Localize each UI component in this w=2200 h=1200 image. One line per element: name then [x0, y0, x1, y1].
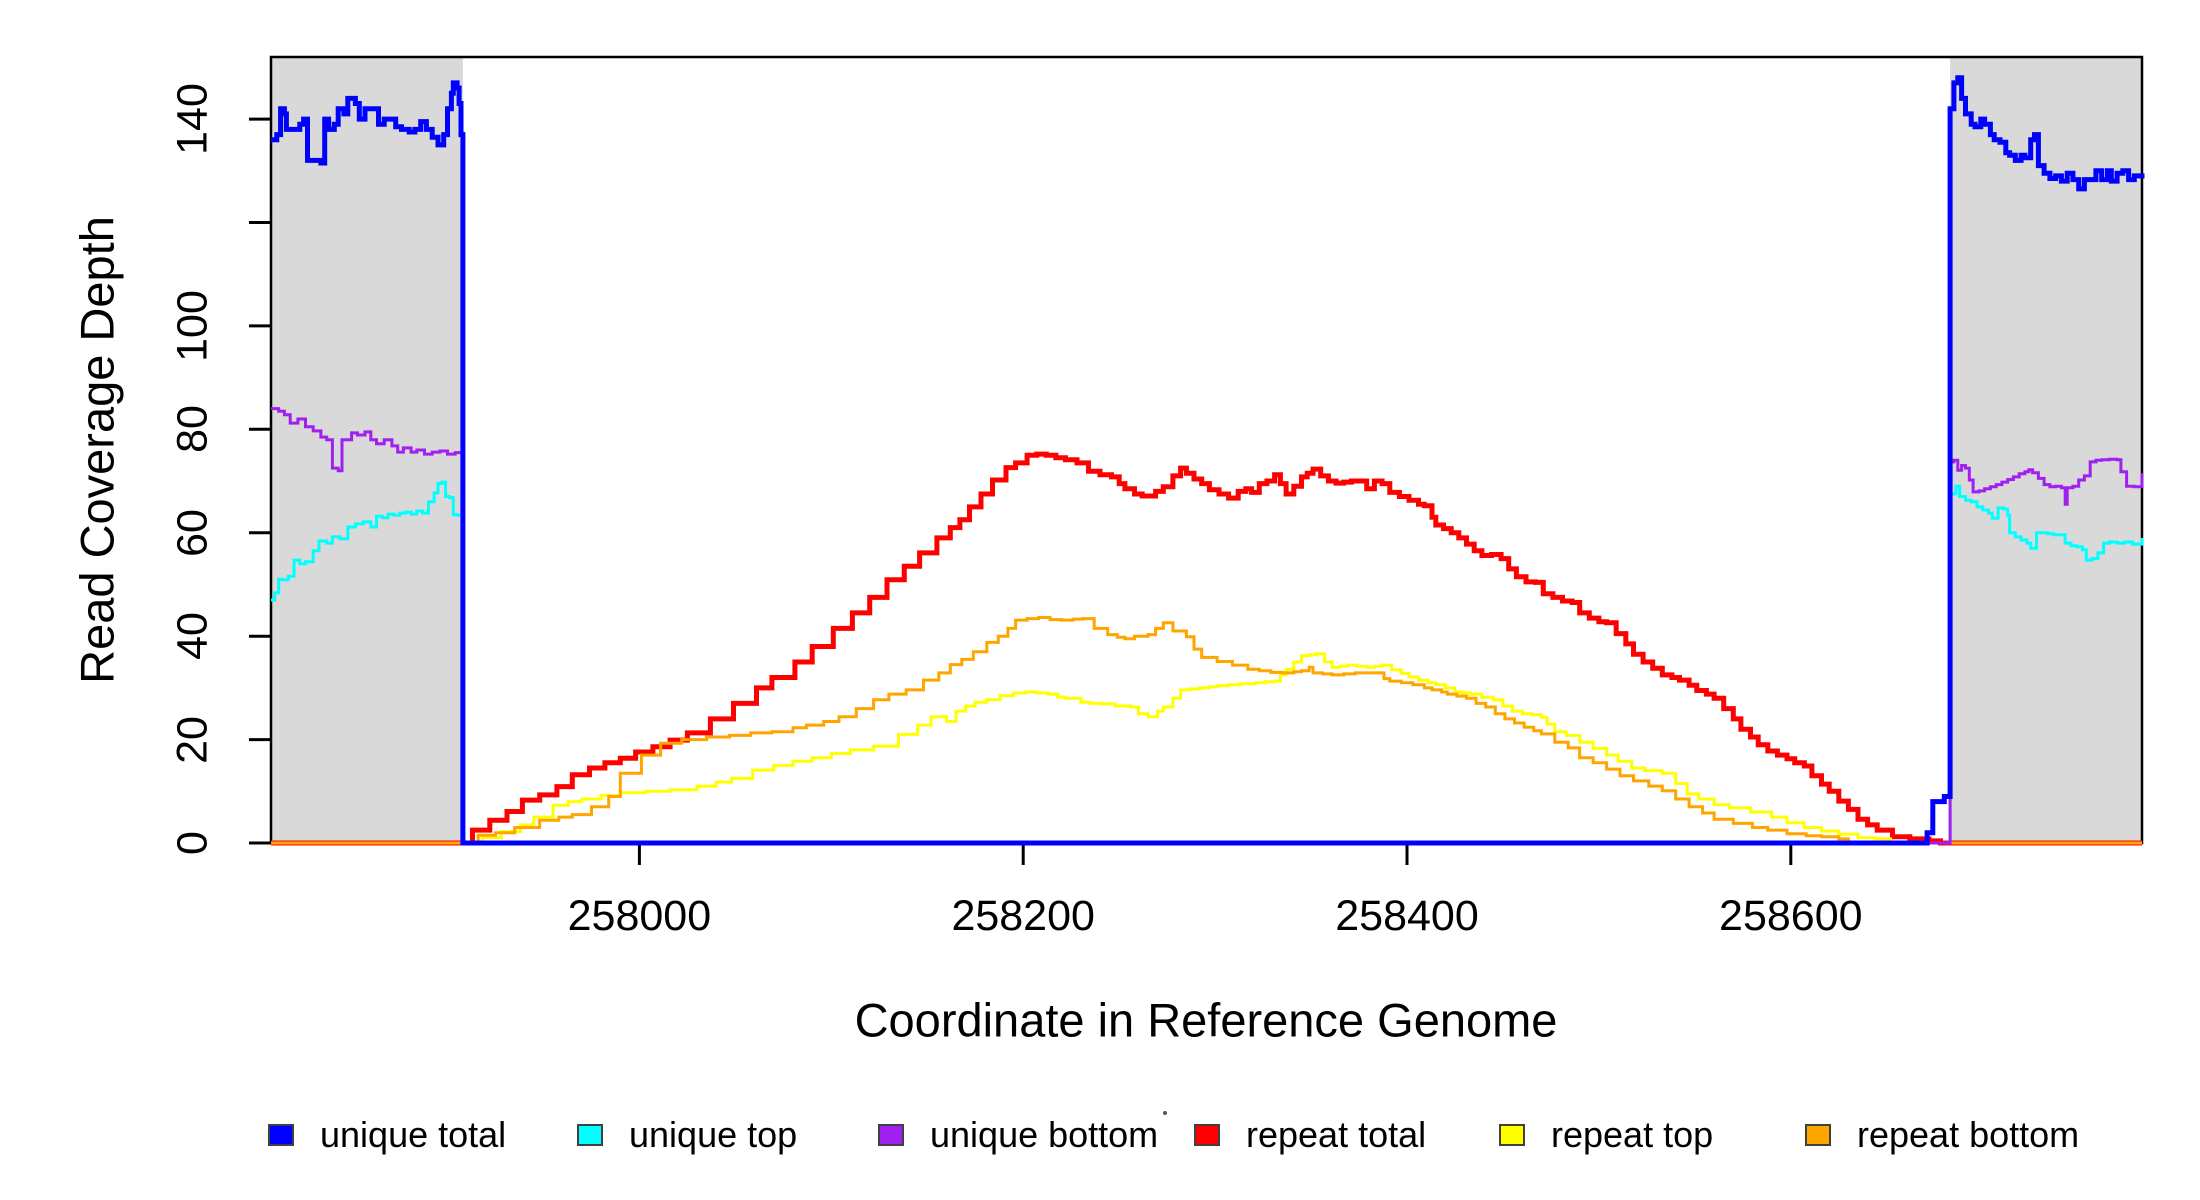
series-unique-top: [271, 480, 2144, 845]
y-tick-label-100: 100: [168, 290, 217, 362]
legend-label: repeat bottom: [1857, 1114, 2080, 1155]
legend-label: repeat top: [1551, 1114, 1714, 1155]
series-repeat-total: [271, 451, 2142, 846]
plot-border: [269, 55, 2144, 845]
y-tick-label-20: 20: [168, 715, 217, 764]
shaded-region: [271, 57, 463, 843]
y-axis-title: Read Coverage Depth: [70, 216, 124, 684]
shaded-region: [1950, 57, 2142, 843]
series-unique-total: [271, 75, 2145, 846]
x-tick-label-258600: 258600: [1719, 892, 1863, 940]
legend-item-repeat-top: repeat top: [1499, 1114, 1713, 1155]
x-tick-label-258400: 258400: [1335, 892, 1479, 940]
y-tick-label-40: 40: [168, 612, 217, 661]
legend-swatch-repeat-total: [1194, 1124, 1220, 1146]
legend-label: unique top: [629, 1114, 798, 1155]
legend-label: unique bottom: [930, 1114, 1159, 1155]
series-unique-bottom: [271, 407, 2144, 845]
legend-item-unique-total: unique total: [268, 1114, 506, 1155]
y-tick-label-80: 80: [168, 405, 217, 454]
legend-swatch-unique-bottom: [878, 1124, 904, 1146]
x-axis-title: Coordinate in Reference Genome: [854, 993, 1558, 1047]
legend-swatch-repeat-top: [1499, 1124, 1525, 1146]
series-repeat-bottom: [271, 616, 2142, 845]
legend-item-repeat-total: repeat total: [1194, 1114, 1426, 1155]
legend-item-repeat-bottom: repeat bottom: [1805, 1114, 2079, 1155]
legend-swatch-unique-top: [577, 1124, 603, 1146]
legend-item-unique-top: unique top: [577, 1114, 797, 1155]
y-tick-label-140: 140: [168, 83, 217, 155]
y-tick-label-0: 0: [168, 831, 217, 855]
x-tick-label-258200: 258200: [951, 892, 1095, 940]
stray-mark: [1163, 1111, 1167, 1115]
legend-label: unique total: [320, 1114, 507, 1155]
legend-item-unique-bottom: unique bottom: [878, 1114, 1158, 1155]
legend-label: repeat total: [1246, 1114, 1427, 1155]
legend-swatch-unique-total: [268, 1124, 294, 1146]
series-repeat-top: [271, 652, 2142, 845]
legend-swatch-repeat-bottom: [1805, 1124, 1831, 1146]
y-tick-label-60: 60: [168, 508, 217, 557]
x-tick-label-258000: 258000: [567, 892, 712, 940]
